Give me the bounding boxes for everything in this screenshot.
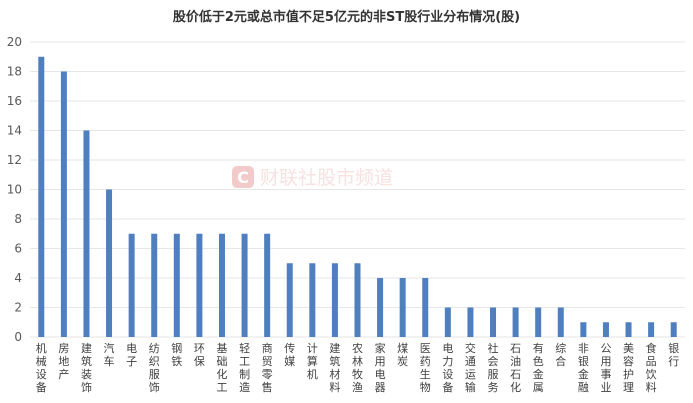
watermark: C 财联社股市频道 [232, 166, 393, 189]
bar [399, 278, 406, 337]
x-tick-label: 公用事业 [600, 342, 611, 394]
bar [309, 263, 316, 337]
bar [286, 263, 293, 337]
x-tick-label: 交通运输 [465, 341, 476, 394]
x-tick-label: 建筑材料 [329, 341, 340, 394]
y-tick-label: 10 [7, 183, 22, 197]
bar [196, 233, 203, 337]
x-tick-label: 综合 [555, 341, 566, 368]
bar [151, 233, 158, 337]
y-tick-label: 8 [14, 212, 22, 226]
watermark-text: 财联社股市频道 [260, 167, 393, 189]
y-tick-label: 16 [7, 94, 22, 108]
x-tick-label: 煤炭 [397, 342, 408, 368]
bar [128, 233, 135, 337]
y-tick-label: 0 [14, 330, 22, 344]
y-tick-label: 6 [14, 242, 22, 256]
bar [38, 56, 45, 337]
bar [83, 130, 90, 337]
y-axis-ticks: 0 2 4 6 8 10 12 14 16 18 20 [7, 35, 22, 344]
bar [648, 322, 655, 337]
x-tick-label: 轻工制造 [239, 341, 250, 394]
x-tick-label: 非银金融 [578, 342, 589, 394]
bar [173, 233, 180, 337]
bar [60, 71, 67, 337]
bar [241, 233, 248, 337]
bar [331, 263, 338, 337]
bar [535, 307, 542, 337]
x-tick-label: 汽车 [104, 341, 115, 368]
x-tick-label: 机械设备 [36, 341, 47, 394]
watermark-logo-icon [232, 166, 254, 188]
x-tick-label: 基础化工 [216, 342, 227, 394]
bar [670, 322, 677, 337]
x-tick-label: 银行 [668, 341, 679, 368]
x-tick-label: 石油石化 [510, 342, 521, 394]
x-tick-label: 医药生物 [420, 342, 431, 394]
x-tick-label: 纺织服饰 [149, 341, 160, 394]
x-tick-label: 房地产 [58, 342, 69, 381]
x-tick-label: 家用电器 [375, 341, 386, 394]
x-tick-label: 商贸零售 [262, 341, 273, 394]
bar [377, 278, 384, 337]
y-tick-label: 20 [7, 35, 22, 49]
bar [490, 307, 497, 337]
y-tick-label: 4 [14, 271, 22, 285]
bar [106, 189, 113, 337]
bar [467, 307, 474, 337]
x-tick-label: 美容护理 [623, 342, 634, 394]
bar [557, 307, 564, 337]
y-tick-label: 18 [7, 65, 22, 79]
bar [422, 278, 429, 337]
x-tick-label: 社会服务 [488, 341, 499, 394]
x-tick-label: 食品饮料 [646, 341, 657, 394]
y-tick-label: 14 [7, 124, 22, 138]
x-tick-label: 钢铁 [171, 342, 182, 368]
x-tick-label: 电力设备 [442, 342, 453, 394]
bar [218, 233, 225, 337]
y-tick-label: 2 [14, 301, 22, 315]
x-tick-label: 电子 [126, 342, 137, 368]
x-tick-label: 有色金属 [533, 341, 544, 394]
y-tick-label: 12 [7, 153, 22, 167]
x-tick-label: 计算机 [307, 342, 318, 381]
bar [580, 322, 587, 337]
bar [264, 233, 271, 337]
bars [38, 56, 677, 337]
x-tick-label: 建筑装饰 [81, 341, 92, 394]
x-tick-label: 传媒 [284, 342, 295, 368]
bar [354, 263, 361, 337]
bar [444, 307, 451, 337]
bar [625, 322, 632, 337]
x-tick-label: 农林牧渔 [352, 341, 363, 394]
bar [512, 307, 519, 337]
chart-title: 股价低于2元或总市值不足5亿元的非ST股行业分布情况(股) [172, 10, 521, 25]
watermark-logo-letter: C [237, 168, 249, 187]
bar [602, 322, 609, 337]
x-tick-label: 环保 [194, 342, 205, 368]
